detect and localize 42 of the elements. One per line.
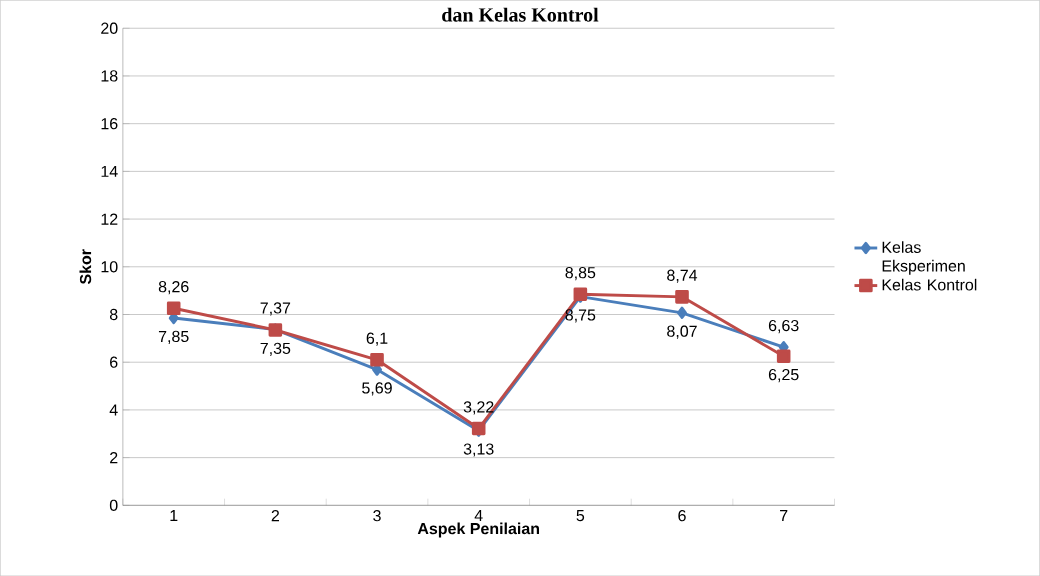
y-axis-title: Skor <box>79 249 92 284</box>
data-label: 3,13 <box>463 443 494 457</box>
data-label: 5,69 <box>362 382 392 396</box>
y-tick-label: 6 <box>110 356 118 368</box>
y-tick-label: 18 <box>101 70 118 82</box>
y-tick-label: 12 <box>101 213 118 225</box>
data-label: 8,85 <box>565 266 596 281</box>
point <box>776 349 791 363</box>
y-tick-label: 10 <box>101 261 118 273</box>
y-tick-label: 0 <box>109 499 118 511</box>
x-tick-label: 1 <box>170 509 178 521</box>
legend-label: Kelas Eksperimen <box>882 241 965 275</box>
data-label: 8,07 <box>667 325 697 339</box>
x-tick-label: 5 <box>576 509 585 522</box>
chart-title: dan Kelas Kontrol <box>442 7 599 22</box>
x-tick-label: 6 <box>678 509 686 522</box>
y-tick-label: 8 <box>109 308 118 321</box>
y-tick-label: 16 <box>101 117 118 130</box>
point <box>166 301 181 315</box>
x-tick-label: 7 <box>780 509 788 521</box>
legend-label: Kelas Kontrol <box>882 278 977 291</box>
x-tick-label: 4 <box>474 509 483 521</box>
point <box>677 306 687 319</box>
data-label: 7,37 <box>260 302 291 316</box>
point <box>370 352 384 367</box>
data-label: 8,74 <box>667 269 698 283</box>
data-label: 6,63 <box>768 319 799 334</box>
data-label: 6,25 <box>768 368 799 383</box>
data-label: 7,85 <box>158 330 189 344</box>
x-axis-title: Aspek Penilaian <box>417 522 540 538</box>
data-label: 8,75 <box>565 309 596 323</box>
data-label: 6,1 <box>366 332 388 346</box>
x-tick-label: 3 <box>373 509 381 522</box>
point <box>675 289 689 304</box>
data-label: 7,35 <box>260 342 291 356</box>
y-tick-label: 14 <box>101 165 118 177</box>
data-label: 8,26 <box>158 280 189 295</box>
y-tick-label: 20 <box>101 22 118 34</box>
y-tick-label: 2 <box>110 451 118 464</box>
x-tick-label: 2 <box>271 509 280 522</box>
y-tick-label: 4 <box>109 404 118 416</box>
data-label: 3,22 <box>463 401 494 415</box>
